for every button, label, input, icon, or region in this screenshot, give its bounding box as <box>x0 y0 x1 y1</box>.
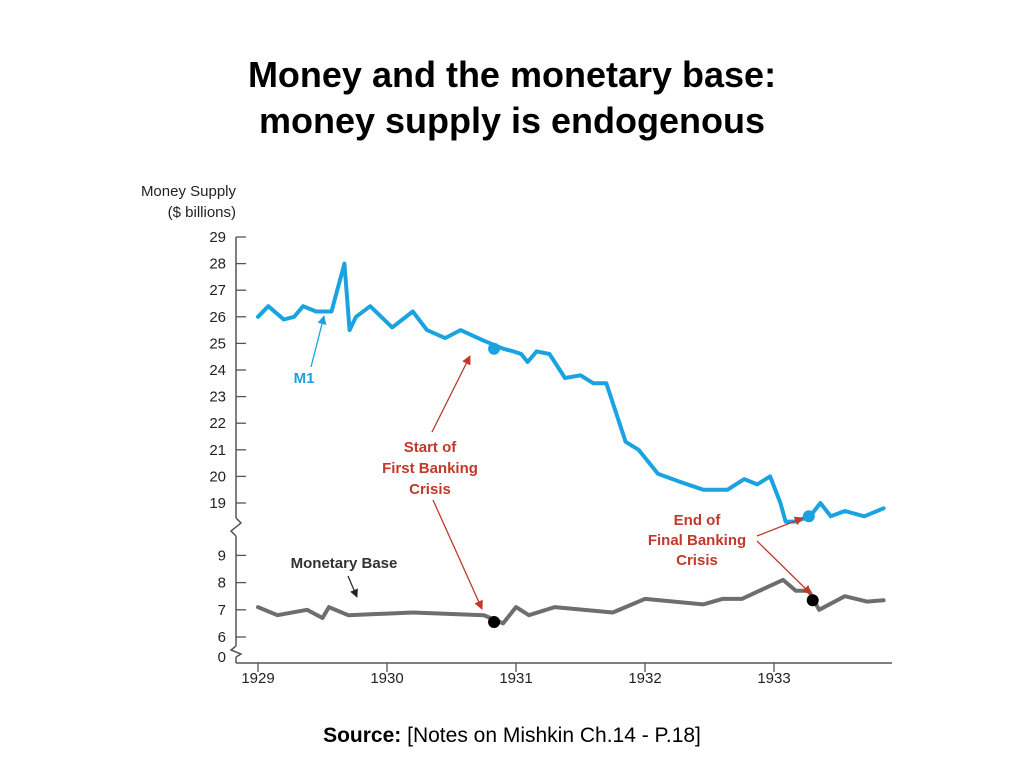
slide-title: Money and the monetary base: money suppl… <box>0 52 1024 144</box>
y-axis-title-line-1: Money Supply <box>141 183 237 200</box>
monetary-base-label: Monetary Base <box>291 555 398 572</box>
first-crisis-label-line: Crisis <box>409 481 451 498</box>
y-tick-label: 26 <box>209 309 226 326</box>
x-tick-label: 1932 <box>628 670 661 687</box>
y-tick-label: 24 <box>209 362 226 379</box>
first-crisis-label-line: First Banking <box>382 460 478 477</box>
first-crisis-arrow-down <box>432 499 483 610</box>
final-crisis-arrow-up <box>756 516 804 537</box>
x-tick-label: 1933 <box>757 670 790 687</box>
y-tick-label: 28 <box>209 256 226 273</box>
source-text: [Notes on Mishkin Ch.14 - P.18] <box>407 724 701 747</box>
chart-annotations: M1 Monetary Base Start of First Banking Cris… <box>291 315 812 610</box>
x-tick-label: 1930 <box>370 670 403 687</box>
series-line-m1 <box>256 261 886 524</box>
x-tick-label: 1931 <box>499 670 532 687</box>
y-tick-label: 23 <box>209 389 226 406</box>
source-line: Source: [Notes on Mishkin Ch.14 - P.18] <box>0 724 1024 748</box>
final-crisis-label-line: Final Banking <box>648 532 746 549</box>
y-tick-label: 29 <box>209 229 226 246</box>
first-crisis-label-line: Start of <box>404 439 458 456</box>
slide-title-line-1: Money and the monetary base: <box>247 54 777 95</box>
data-point-marker <box>806 594 819 607</box>
y-tick-label: 27 <box>209 282 226 299</box>
y-tick-label: 19 <box>209 495 226 512</box>
data-point-marker <box>488 342 501 355</box>
m1-label: M1 <box>294 370 315 387</box>
y-tick-label: 22 <box>209 415 226 432</box>
y-tick-label: 21 <box>209 442 226 459</box>
y-tick-label: 0 <box>218 649 226 666</box>
y-axis-break-lower <box>229 645 243 658</box>
y-axis-title-line-2: ($ billions) <box>168 204 236 221</box>
x-tick-label: 1929 <box>241 670 274 687</box>
monetary-base-pointer-arrow <box>347 575 358 598</box>
final-crisis-label-line: End of <box>674 512 722 529</box>
chart-axes: Money Supply ($ billions) 19 20 21 22 23 24 25 26… <box>141 183 892 687</box>
data-point-marker <box>802 510 815 523</box>
final-crisis-arrow-down <box>756 540 812 595</box>
y-tick-label: 20 <box>209 468 226 485</box>
source-label: Source: <box>323 724 402 747</box>
m1-pointer-arrow <box>310 315 327 368</box>
y-axis-break-upper <box>229 517 243 537</box>
final-crisis-label-line: Crisis <box>676 552 718 569</box>
y-tick-label: 25 <box>209 335 226 352</box>
y-tick-label: 7 <box>218 602 226 619</box>
y-tick-label: 6 <box>218 629 226 646</box>
y-tick-label: 8 <box>218 575 226 592</box>
y-tick-label: 9 <box>218 547 226 564</box>
slide-title-line-2: money supply is endogenous <box>258 100 766 141</box>
first-crisis-arrow-up <box>431 355 471 433</box>
data-point-marker <box>488 616 501 629</box>
